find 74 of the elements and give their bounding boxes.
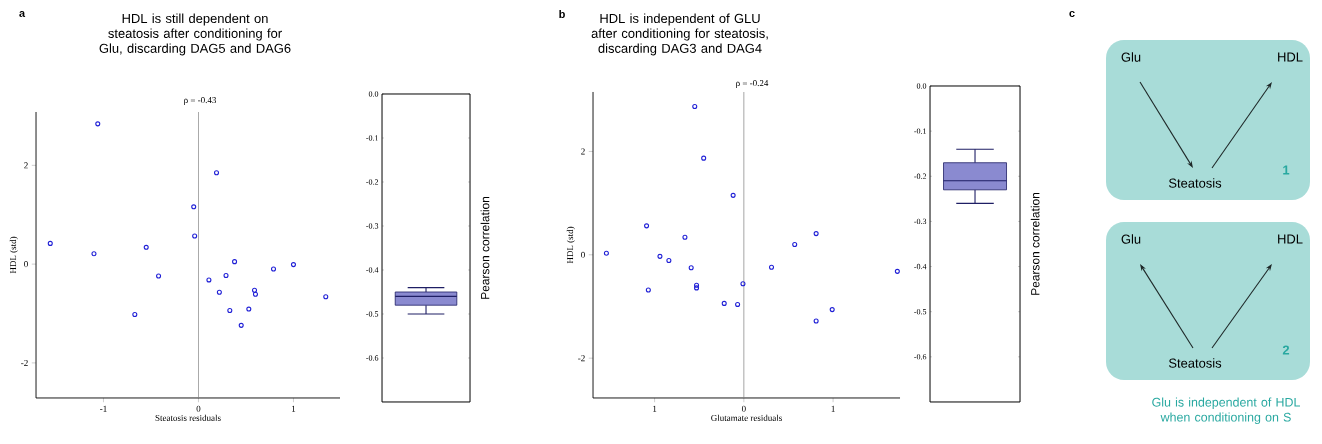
point — [246, 306, 252, 312]
point — [213, 170, 220, 176]
point — [792, 241, 798, 248]
point — [223, 272, 229, 279]
point — [721, 300, 727, 306]
point — [735, 301, 741, 307]
y-axis-title: Pearson correlation — [1030, 192, 1040, 295]
point — [251, 287, 258, 293]
point — [227, 308, 233, 314]
point — [692, 103, 698, 109]
point — [191, 204, 197, 210]
text: 1 — [1283, 165, 1290, 175]
point — [768, 264, 775, 270]
y-tick-label: 2 — [581, 148, 585, 155]
chart-title: HDL is independent of GLU after conditioning for steatosis, discarding DAG3 and DAG4 — [591, 13, 768, 56]
point — [156, 273, 162, 279]
point — [730, 192, 736, 198]
x-axis-title: Glutamate residuals — [711, 414, 782, 421]
point — [232, 259, 238, 265]
text: Glu — [1121, 234, 1141, 244]
point — [252, 291, 259, 297]
text: ρ = -0.43 — [184, 97, 217, 105]
point — [323, 294, 329, 300]
point — [894, 268, 900, 274]
x-tick-label: 1 — [292, 405, 296, 412]
y-axis-title: HDL (std) — [9, 236, 18, 274]
point — [666, 257, 672, 264]
text: ρ = -0.24 — [736, 80, 769, 88]
text: a — [19, 10, 26, 17]
point — [132, 311, 138, 318]
y-tick-label: 2 — [24, 162, 28, 169]
x-tick-label: 0 — [741, 405, 746, 412]
point — [143, 244, 149, 250]
x-axis-title: Steatosis residuals — [155, 414, 221, 421]
x-tick-label: -1 — [100, 405, 107, 412]
point — [290, 262, 297, 268]
point — [270, 266, 277, 272]
point — [813, 318, 819, 324]
x-tick-label: 0 — [196, 405, 201, 412]
point — [682, 234, 688, 240]
point — [644, 223, 650, 229]
y-axis-title: Pearson correlation — [480, 196, 490, 299]
point — [91, 251, 97, 257]
point — [645, 287, 651, 293]
chart-title: HDL is still dependent on steatosis after conditioning for Glu, discarding DAG5 and DAG6 — [99, 13, 291, 56]
point — [206, 277, 212, 283]
text: HDL — [1278, 234, 1303, 244]
point — [192, 233, 198, 239]
point — [95, 121, 101, 127]
text: Steatosis — [1168, 178, 1222, 188]
x-tick-label: 1 — [831, 405, 835, 412]
point — [688, 265, 694, 271]
point — [238, 322, 244, 328]
text: Glu — [1121, 52, 1141, 62]
y-axis-title: HDL (std) — [566, 226, 575, 264]
point — [813, 231, 819, 237]
y-tick-label: 0 — [581, 251, 585, 258]
point — [657, 253, 663, 259]
point — [701, 155, 707, 161]
point — [47, 240, 53, 246]
text: Glu is independent of HDL when conditioning on S — [1152, 397, 1300, 425]
text: b — [559, 9, 565, 19]
point — [829, 307, 835, 313]
text: 2 — [1282, 345, 1290, 355]
x-tick-label: 1 — [653, 405, 657, 412]
text: Steatosis — [1168, 358, 1222, 368]
text: HDL — [1278, 52, 1303, 62]
point — [603, 250, 609, 256]
y-tick-label: -2 — [21, 359, 28, 366]
point — [216, 289, 222, 295]
y-tick-label: -2 — [578, 355, 585, 362]
text: c — [1069, 10, 1075, 17]
point — [740, 281, 746, 287]
y-tick-label: 0 — [24, 261, 28, 268]
